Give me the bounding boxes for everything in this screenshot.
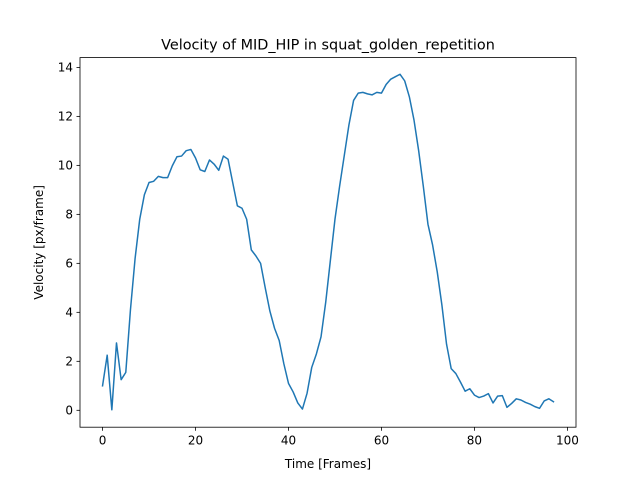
x-tick-label: 0 xyxy=(99,434,107,448)
y-axis-ticks: 0 2 4 6 8 10 12 14 xyxy=(58,61,80,418)
y-tick-label: 12 xyxy=(58,110,73,124)
y-tick-label: 14 xyxy=(58,61,73,75)
x-axis-label: Time [Frames] xyxy=(284,457,371,471)
x-tick-label: 80 xyxy=(467,434,482,448)
x-tick-label: 100 xyxy=(556,434,579,448)
series-line-0 xyxy=(101,73,555,411)
chart-title: Velocity of MID_HIP in squat_golden_repe… xyxy=(161,38,495,54)
y-tick-label: 8 xyxy=(65,208,73,222)
series-layer xyxy=(101,73,555,411)
plot-area xyxy=(80,57,576,428)
x-axis-ticks: 0 20 40 60 80 100 xyxy=(99,427,579,448)
x-tick-label: 40 xyxy=(281,434,296,448)
y-axis-label: Velocity [px/frame] xyxy=(32,185,46,300)
x-tick-label: 60 xyxy=(374,434,389,448)
x-tick-label: 20 xyxy=(188,434,203,448)
plot-frame xyxy=(79,57,577,428)
y-tick-label: 2 xyxy=(65,355,73,369)
y-tick-label: 0 xyxy=(65,404,73,418)
y-tick-label: 6 xyxy=(65,257,73,271)
y-tick-label: 4 xyxy=(65,306,73,320)
y-tick-label: 10 xyxy=(58,159,73,173)
